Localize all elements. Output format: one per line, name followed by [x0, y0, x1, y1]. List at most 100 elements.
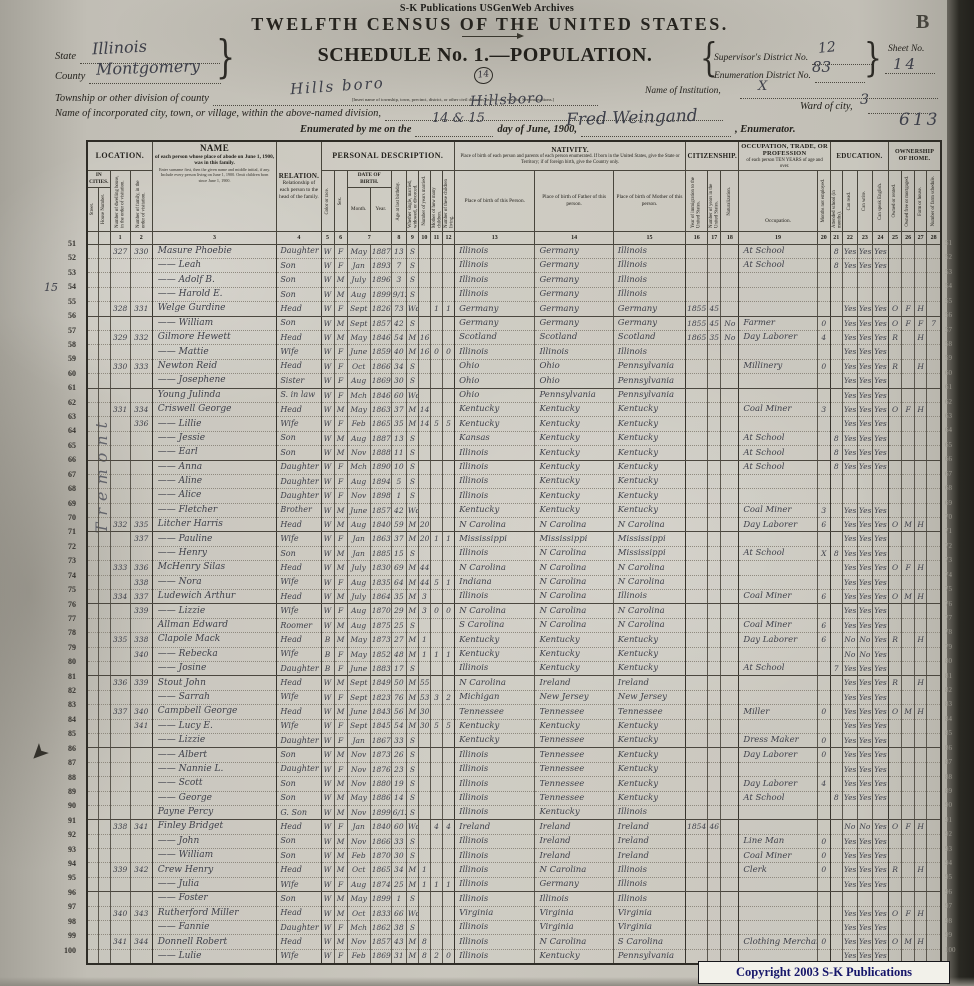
cell-street: [87, 316, 99, 332]
cell-fam: 338: [130, 575, 153, 591]
cell-fbp: N Carolina: [534, 575, 614, 591]
cell-yr: 1849: [370, 675, 392, 691]
cell-race: B: [321, 661, 335, 677]
cell-street: [87, 862, 99, 878]
cell-ym: 1: [418, 647, 431, 662]
township-note: [Insert name of township, town, precinct…: [351, 97, 555, 102]
cell-nat: [720, 618, 740, 634]
cell-dw: 340: [110, 906, 131, 922]
header-citizenship: CITIZENSHIP.: [685, 140, 740, 172]
cell-dw: [110, 431, 131, 447]
cell-fm: F: [901, 560, 916, 576]
cell-mu: [817, 819, 831, 835]
cell-fam: [130, 431, 153, 447]
cell-moc: 1: [430, 531, 444, 547]
cell-fm: [901, 503, 916, 519]
header-ownership: OWNERSHIP OF HOME.: [888, 140, 942, 172]
cell-yus: [707, 272, 722, 288]
city-rule: [385, 109, 724, 121]
cell-fh: [914, 848, 928, 864]
cell-bp: Virginia: [454, 906, 536, 922]
table-row: —— Albert Son W M Nov 1873 26 S Illinois Tennesse…: [87, 747, 942, 763]
table-row: —— Jessie Son W M Aug 1887 13 S Kansas Kentucky Ke…: [87, 431, 942, 447]
cell-wr: Yes: [857, 690, 873, 706]
header-in-cities: IN CITIES.: [86, 170, 111, 188]
cell-fh: H: [914, 359, 928, 375]
cell-bp: Mississippi: [454, 531, 536, 547]
cell-bp: Illinois: [454, 546, 536, 562]
cell-im: [685, 834, 709, 850]
cell-name: —— Lulie: [152, 949, 278, 965]
header-own-rent-label: Owned or rented.: [892, 184, 898, 218]
cell-fno: [926, 934, 942, 950]
cell-house: [98, 819, 111, 835]
cell-house: [98, 546, 111, 562]
cell-nat: [720, 877, 740, 893]
cell-im: [685, 632, 709, 648]
cell-race: W: [321, 949, 335, 965]
header-age-label: Age at last birthday.: [396, 181, 402, 221]
cell-yr: 1898: [370, 488, 392, 504]
scan-dark-edge: [947, 0, 974, 986]
row-number-left: 87: [68, 758, 76, 768]
cell-own: [888, 474, 903, 490]
table-row: —— Lizzie Daughter W F Jan 1867 33 S Kentucky Ten…: [87, 733, 942, 749]
cell-mu: 0: [817, 316, 831, 332]
cell-yr: 1857: [370, 316, 392, 332]
cell-fno: [926, 690, 942, 706]
cell-ym: [418, 373, 431, 389]
row-number-right: 65: [945, 440, 952, 449]
cell-fh: H: [914, 402, 928, 418]
sheet-circle-number: 14: [472, 65, 495, 86]
cell-occ: Coal Miner: [738, 402, 818, 418]
cell-age: 48: [391, 647, 407, 662]
cell-yr: 1869: [370, 949, 392, 965]
cell-house: [98, 460, 111, 475]
cell-race: W: [321, 388, 335, 403]
cell-race: W: [321, 603, 335, 619]
row-number-right: 71: [945, 527, 952, 536]
cell-occ: Dress Maker: [738, 733, 818, 749]
row-number-right: 67: [945, 469, 952, 478]
cell-fm: F: [901, 301, 916, 317]
cell-nat: [720, 560, 740, 576]
cell-moc: [430, 244, 444, 260]
cell-ym: 20: [418, 531, 431, 547]
cell-mo: Mch: [347, 388, 371, 403]
cell-age: 60: [391, 819, 407, 835]
cell-im: [685, 416, 709, 432]
cell-street: [87, 287, 99, 303]
cell-street: [87, 834, 99, 850]
header-children-living: Number of these children living.: [441, 170, 456, 232]
cell-yus: [707, 431, 722, 447]
cell-mbp: Kentucky: [613, 791, 687, 806]
cell-rd: Yes: [842, 862, 858, 878]
cell-dw: [110, 445, 131, 461]
cell-own: [888, 272, 903, 288]
cell-cl: [442, 445, 456, 461]
cell-mu: [817, 431, 831, 447]
cell-moc: [430, 589, 444, 605]
cell-mu: [817, 373, 831, 389]
row-number-right: 85: [945, 729, 952, 738]
cell-house: [98, 661, 111, 677]
cell-fam: 341: [130, 719, 153, 734]
cell-house: [98, 589, 111, 605]
cell-rel: G. Son: [276, 805, 322, 821]
cell-yr: 1863: [370, 402, 392, 418]
row-number-left: 57: [68, 325, 76, 335]
cell-mo: May: [347, 330, 371, 346]
header-years-married-label: Number of years married.: [421, 176, 427, 226]
cell-sex: M: [334, 445, 348, 461]
cell-fno: [926, 675, 942, 691]
cell-fam: [130, 661, 153, 677]
cell-mar: M: [406, 603, 419, 619]
copyright-stamp: Copyright 2003 S-K Publications: [698, 961, 950, 984]
cell-sex: F: [334, 733, 348, 749]
cell-en: Yes: [872, 733, 890, 749]
cell-name: —— George: [152, 791, 278, 806]
cell-rel: Son: [276, 791, 322, 806]
cell-fam: [130, 503, 153, 519]
cell-ym: [418, 388, 431, 403]
